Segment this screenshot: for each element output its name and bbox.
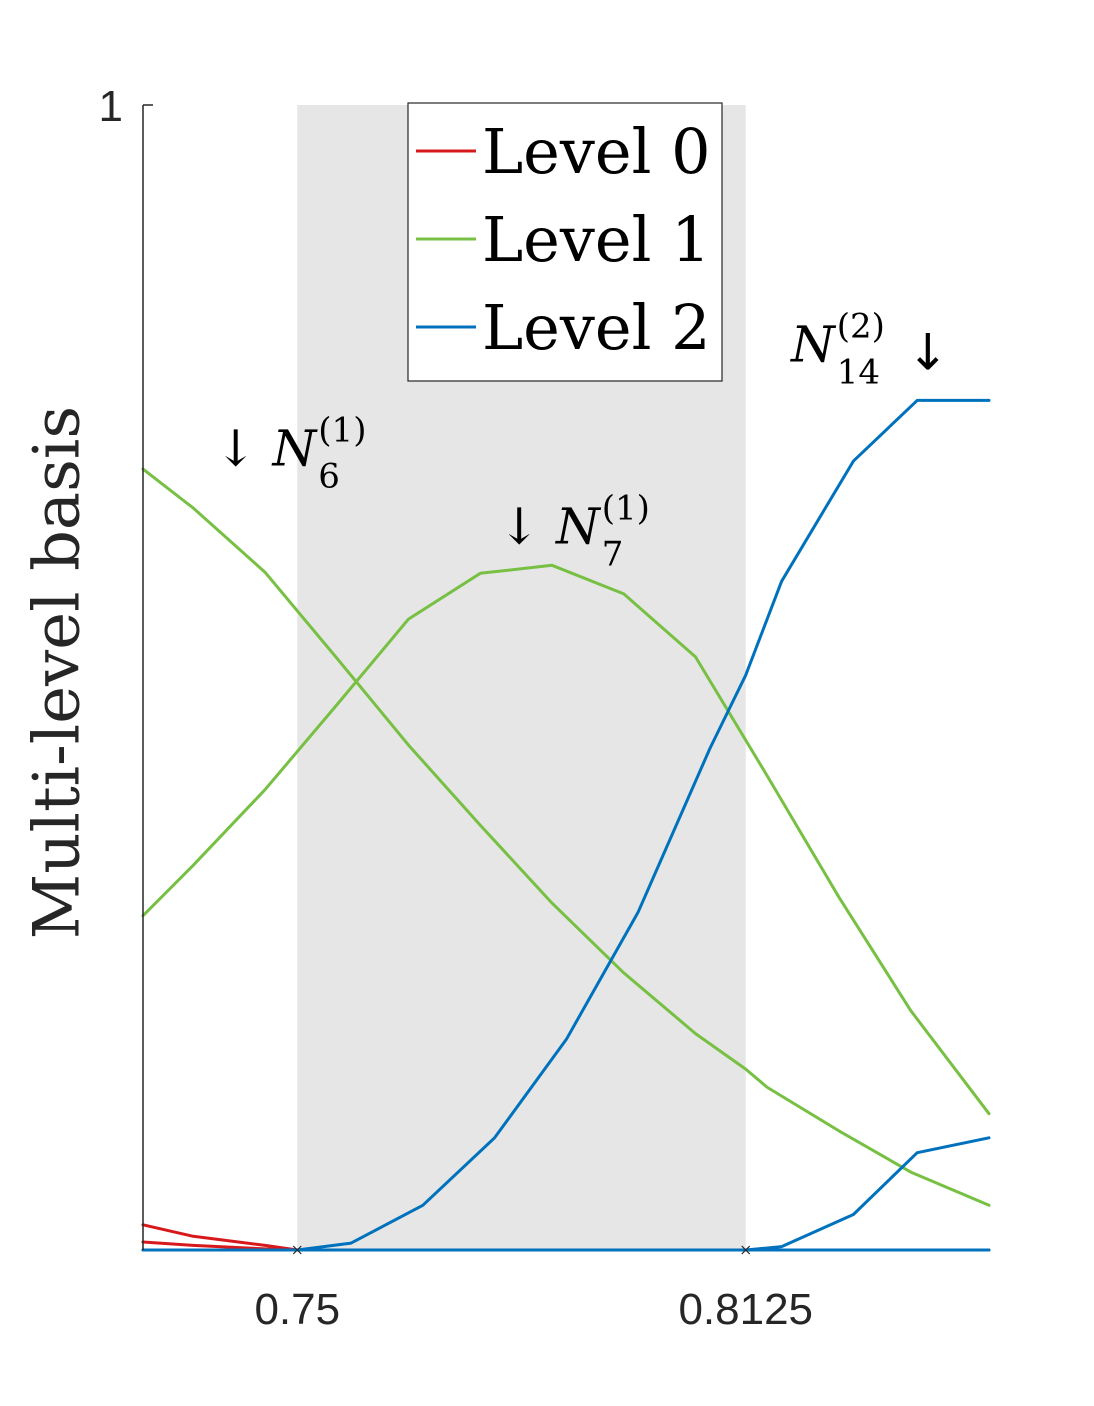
annotation-subscript-1: 7 [602, 535, 624, 575]
series-level-0-line-0 [141, 1223, 299, 1252]
annotation-layer: ↓ N(1)6↓ N(1)7N(2)14 ↓ [215, 306, 949, 574]
annotation-label-2: N(2) [790, 306, 885, 373]
annotation-2: N(2)14 ↓ [790, 306, 949, 392]
y-tick-label-0: 1 [99, 82, 123, 131]
x-tick-label-0: 0.75 [254, 1285, 340, 1334]
annotation-label-1: ↓ N(1) [498, 489, 650, 556]
annotation-subscript-2: 14 [837, 352, 880, 392]
series-level-1-line-3 [141, 467, 991, 1207]
x-tick-mark-cross-0 [292, 1245, 302, 1255]
series-level-2-line-5 [295, 398, 991, 1252]
legend-box [407, 102, 723, 382]
series-layer [141, 398, 991, 1252]
legend-label-1: Level 1 [482, 203, 711, 276]
y-axis-label: Multi-level basis [21, 406, 95, 940]
annotation-label-0: ↓ N(1) [215, 411, 367, 478]
annotation-arrow-2: ↓ [907, 323, 949, 381]
tick-layer: 0.75 0.8125 1 [99, 82, 814, 1334]
x-tick-mark-cross-1 [741, 1245, 751, 1255]
annotation-0: ↓ N(1)6 [215, 411, 367, 497]
series-level-1-line-4 [141, 563, 991, 1116]
legend-label-0: Level 0 [482, 115, 711, 188]
annotation-1: ↓ N(1)7 [498, 489, 650, 575]
legend-label-2: Level 2 [482, 291, 711, 364]
legend: Level 0 Level 1 Level 2 [407, 102, 723, 382]
annotation-subscript-0: 6 [318, 457, 340, 497]
x-tick-label-1: 0.8125 [678, 1285, 813, 1334]
